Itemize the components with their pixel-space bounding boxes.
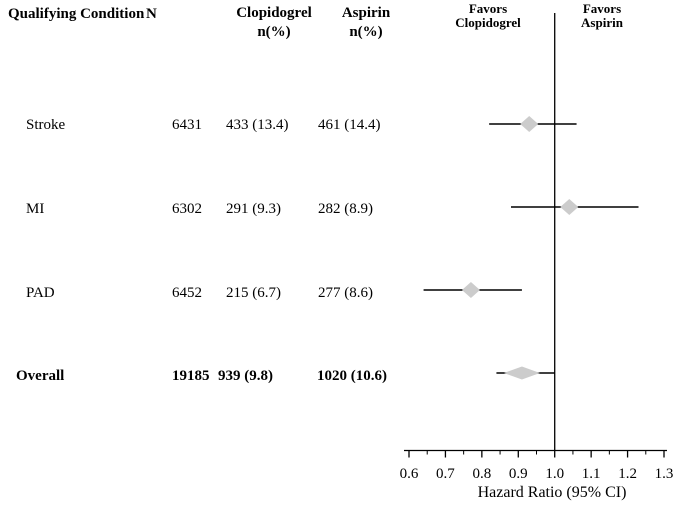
axis-tick-label: 0.6	[400, 466, 419, 482]
table-header-clopidogrel-line1: Clopidogrel	[236, 5, 312, 21]
row-condition: Stroke	[26, 117, 66, 133]
row-n: 19185	[172, 368, 210, 384]
favors-clopidogrel-line1: Favors	[468, 1, 508, 16]
row-condition: Overall	[16, 368, 65, 384]
table-header-n: N	[146, 6, 157, 22]
row-condition: MI	[26, 201, 45, 217]
row-clopidogrel: 433 (13.4)	[226, 117, 289, 133]
table-header-clopidogrel-line2: n(%)	[257, 24, 291, 40]
hr-diamond-marker	[560, 199, 579, 215]
table-header-condition: Qualifying Condition	[8, 6, 145, 22]
hr-diamond-marker	[520, 116, 539, 132]
axis-tick-label: 1.0	[545, 466, 564, 482]
row-aspirin: 461 (14.4)	[318, 117, 381, 133]
favors-clopidogrel-line2: Clopidogrel	[455, 15, 521, 30]
favors-clopidogrel-label: Favors Clopidogrel	[423, 2, 553, 30]
row-clopidogrel: 215 (6.7)	[226, 285, 281, 301]
table-header-clopidogrel: Clopidogrel n(%)	[214, 4, 334, 42]
row-clopidogrel: 939 (9.8)	[218, 368, 273, 384]
row-clopidogrel: 291 (9.3)	[226, 201, 281, 217]
axis-tick-label: 0.9	[509, 466, 528, 482]
axis-title: Hazard Ratio (95% CI)	[478, 484, 627, 501]
axis-tick-label: 0.7	[436, 466, 455, 482]
row-aspirin: 282 (8.9)	[318, 201, 373, 217]
row-aspirin: 1020 (10.6)	[317, 368, 387, 384]
favors-aspirin-line2: Aspirin	[581, 15, 623, 30]
table-header-aspirin-line2: n(%)	[349, 24, 383, 40]
row-n: 6431	[172, 117, 202, 133]
table-header-aspirin-line1: Aspirin	[341, 5, 391, 21]
table-header-aspirin: Aspirin n(%)	[325, 4, 407, 42]
row-n: 6452	[172, 285, 202, 301]
row-condition: PAD	[26, 285, 55, 301]
favors-aspirin-label: Favors Aspirin	[537, 2, 667, 30]
overall-diamond-marker	[503, 366, 540, 380]
row-n: 6302	[172, 201, 202, 217]
hr-diamond-marker	[461, 282, 480, 298]
axis-tick-label: 0.8	[472, 466, 491, 482]
axis-tick-label: 1.3	[655, 466, 674, 482]
favors-aspirin-line1: Favors	[582, 1, 622, 16]
axis-tick-label: 1.1	[582, 466, 601, 482]
axis-tick-label: 1.2	[618, 466, 637, 482]
row-aspirin: 277 (8.6)	[318, 285, 373, 301]
